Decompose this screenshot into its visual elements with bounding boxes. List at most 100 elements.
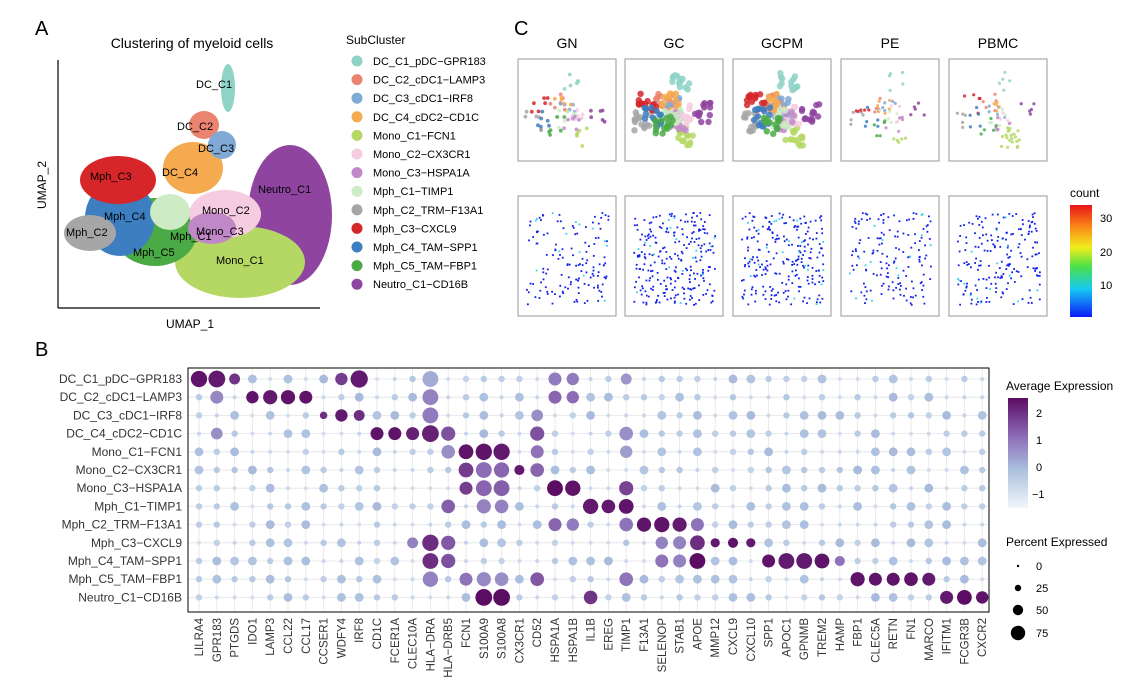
dotplot-dot (570, 504, 575, 509)
dotplot-dot (799, 429, 809, 438)
dotplot-dot (406, 427, 420, 441)
dotplot-dot (802, 395, 807, 400)
dotplot-dot (639, 465, 649, 475)
dotplot-dot (441, 535, 456, 550)
dotplot-dot (891, 540, 896, 545)
dotplot-dot (728, 520, 738, 529)
dotplot-dot (784, 449, 789, 454)
panel-b-letter: B (35, 339, 48, 361)
dotplot-dot (213, 521, 220, 528)
dotplot-dot (729, 394, 737, 401)
dotplot-dot (210, 427, 223, 440)
dotplot-dot (530, 463, 545, 477)
dotplot-dot (197, 540, 201, 545)
tissue-title-pbmc: PBMC (978, 35, 1018, 51)
dotplot-row-label: Mph_C5_TAM−FBP1 (69, 572, 183, 586)
dotplot-dot (962, 540, 967, 545)
dotplot-dot (606, 486, 611, 491)
dotplot-dot (621, 593, 631, 602)
dotplot-dot (350, 370, 368, 388)
dotplot-dot (837, 395, 842, 400)
dotplot-dot (672, 517, 687, 532)
dotplot-dot (762, 554, 776, 568)
panel-a: A Clustering of myeloid cells UMAP_1 UMA… (35, 18, 332, 331)
dotplot-dot (639, 429, 649, 438)
umap-axes (57, 60, 320, 309)
dotplot-dot (907, 521, 915, 528)
dotplot-dot (392, 468, 397, 472)
dotplot-dot (551, 448, 559, 455)
dotplot-dot (208, 370, 226, 388)
dotplot-dot (213, 539, 220, 546)
dotplot-dot (284, 576, 292, 583)
dotplot-dot (441, 499, 456, 514)
dotplot-dot (673, 554, 687, 568)
dotplot-dot (265, 520, 275, 529)
dotplot-dot (458, 462, 474, 478)
legend-swatch-mph-c2-trm-f13a1 (351, 204, 363, 216)
dotplot-dot (640, 594, 648, 601)
legend-swatch-mono-c2-cx3cr1 (351, 148, 363, 160)
dotplot-dot (302, 594, 309, 601)
dotplot-dot (712, 594, 719, 601)
umap-label-mph-c5: Mph_C5 (133, 247, 175, 259)
dotplot-dot (837, 504, 842, 509)
legend-swatch-dc-c1-pdc-gpr183 (351, 55, 363, 67)
dotplot-dot (250, 413, 255, 418)
dotplot-dot (321, 395, 326, 400)
dotplot-dot (836, 594, 843, 601)
panel-b: B DC_C1_pDC−GPR183 DC_C2_cDC1−LAMP3 DC_C3_… (35, 339, 1113, 678)
dotplot-dot (712, 430, 719, 437)
dotplot-dot (979, 503, 986, 510)
dotplot-dot (962, 413, 967, 418)
dotplot-dot (283, 374, 293, 384)
dotplot-dot (766, 395, 771, 400)
dotplot-dot (194, 447, 204, 457)
legend-swatch-dc-c2-cdc1-lamp3 (351, 74, 363, 86)
umap-label-dc-c2: DC_C2 (177, 121, 213, 133)
dotplot-dot (427, 503, 434, 510)
dotplot-dot (231, 576, 238, 583)
dotplot-dot (778, 553, 795, 569)
dotplot-gene-label: CXCL10 (746, 618, 758, 661)
dotplot-dot (550, 465, 560, 475)
dotplot-dot (606, 522, 611, 527)
dotplot-dot (729, 430, 737, 437)
dotplot-frame (187, 367, 990, 613)
dotplot-dot (658, 466, 665, 474)
dotplot-dot (551, 594, 559, 601)
dotplot-dot (980, 522, 985, 527)
dotplot-dot (535, 559, 540, 563)
dotplot-dot (422, 407, 439, 424)
panel-a-letter: A (35, 18, 49, 40)
dotplot-dot (373, 539, 381, 546)
dotplot-dot (422, 425, 439, 442)
dotplot-gene-labels: LILRA4 GPR183 PTGDS IDO1 LAMP3 CCL22 CCL17 CCSE… (194, 617, 989, 677)
dotplot-dot (888, 483, 898, 493)
dotplot-dot (301, 465, 311, 475)
dotplot-dot (784, 595, 789, 600)
dotplot-dot (606, 413, 611, 418)
dotplot-dot (320, 466, 327, 474)
dotplot-dot (802, 540, 807, 545)
dotplot-dot (250, 431, 255, 436)
dotplot-dot (302, 412, 309, 419)
dotplot-dot (408, 392, 417, 402)
dotplot-dot (854, 394, 861, 401)
dotplot-dot (834, 555, 845, 567)
dotplot-dot (890, 412, 897, 419)
dotplot-dot (924, 520, 934, 529)
dotplot-dot (689, 553, 706, 569)
dotplot-dot (731, 468, 735, 472)
dotplot-dot (409, 375, 416, 383)
percent-legend-dot-0 (1016, 564, 1020, 568)
dotplot-dot (747, 521, 754, 528)
tissue-title-gcpm: GCPM (761, 35, 803, 51)
dotplot-dot (475, 480, 492, 497)
dotplot-dot (372, 447, 382, 457)
dotplot-dot (605, 375, 612, 383)
dotplot-dot (493, 589, 510, 606)
dotplot-dot (586, 411, 595, 420)
dotplot-dot (782, 483, 791, 493)
dotplot-dot (818, 539, 826, 546)
